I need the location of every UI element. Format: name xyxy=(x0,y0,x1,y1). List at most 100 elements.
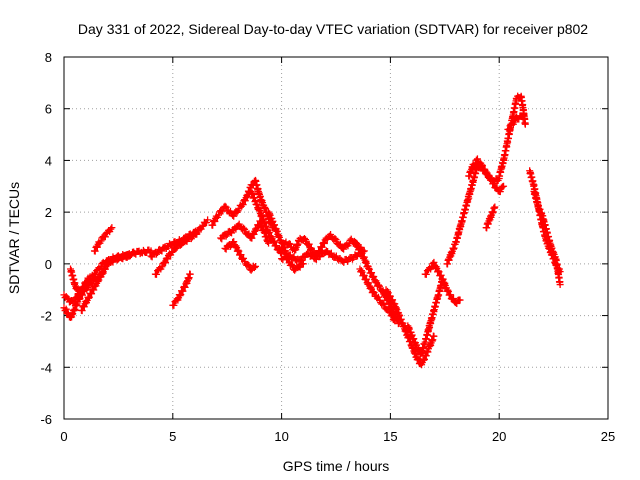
data-point xyxy=(556,281,564,289)
data-point xyxy=(297,256,305,264)
data-point xyxy=(447,291,455,299)
x-tick-label: 0 xyxy=(60,429,67,444)
data-point xyxy=(179,237,187,245)
data-point xyxy=(369,288,377,296)
data-point xyxy=(63,294,71,302)
data-point xyxy=(487,175,495,183)
data-point xyxy=(340,245,348,253)
y-tick-label: 2 xyxy=(45,205,52,220)
y-tick-label: -6 xyxy=(40,412,52,427)
data-point xyxy=(84,283,92,291)
data-point xyxy=(211,217,219,225)
data-point xyxy=(237,251,245,259)
data-point xyxy=(496,188,504,196)
data-point xyxy=(413,341,421,349)
y-axis-label: SDTVAR / TECUs xyxy=(6,182,22,294)
data-point xyxy=(353,241,361,249)
data-point xyxy=(194,227,202,235)
data-point xyxy=(383,287,391,295)
data-point xyxy=(93,243,101,251)
y-tick-label: 6 xyxy=(45,102,52,117)
series-s14 xyxy=(278,231,368,260)
data-point xyxy=(390,315,398,323)
data-point xyxy=(230,238,238,246)
data-point xyxy=(434,267,442,275)
data-point xyxy=(478,161,486,169)
data-point xyxy=(181,283,189,291)
data-point xyxy=(94,278,102,286)
data-point xyxy=(360,272,368,280)
data-point xyxy=(270,237,278,245)
data-point xyxy=(300,234,308,242)
data-point xyxy=(380,300,388,308)
data-point xyxy=(327,249,335,257)
data-point xyxy=(483,169,491,177)
data-point xyxy=(389,312,397,320)
data-point xyxy=(250,264,258,272)
series-s22 xyxy=(465,155,508,196)
data-point xyxy=(248,234,256,242)
data-point xyxy=(316,253,324,261)
data-point xyxy=(374,281,382,289)
data-point xyxy=(78,307,86,315)
data-point xyxy=(85,293,93,301)
data-point xyxy=(250,230,258,238)
data-point xyxy=(170,301,178,309)
series-s8 xyxy=(169,270,194,309)
series-s12 xyxy=(247,187,286,258)
x-tick-label: 15 xyxy=(383,429,397,444)
data-point xyxy=(234,246,242,254)
data-point xyxy=(222,203,230,211)
data-point xyxy=(251,262,259,270)
data-point xyxy=(510,118,518,126)
data-point xyxy=(356,246,364,254)
series-s10 xyxy=(217,217,273,247)
data-point xyxy=(420,355,428,363)
data-point xyxy=(164,255,172,263)
data-point xyxy=(287,260,295,268)
data-point xyxy=(214,211,222,219)
data-point xyxy=(85,294,93,302)
data-point xyxy=(221,202,229,210)
series-s24 xyxy=(495,92,529,180)
data-point xyxy=(86,273,94,281)
data-point xyxy=(209,221,217,229)
data-point xyxy=(148,253,156,261)
data-point xyxy=(239,201,247,209)
data-point xyxy=(76,295,84,303)
series-s25 xyxy=(504,112,527,134)
data-point xyxy=(97,273,105,281)
data-point xyxy=(101,233,109,241)
data-point xyxy=(358,249,366,257)
data-point xyxy=(384,305,392,313)
data-point xyxy=(296,263,304,271)
data-point xyxy=(389,296,397,304)
data-point xyxy=(244,260,252,268)
series-s17 xyxy=(356,265,399,325)
data-point xyxy=(519,115,527,123)
data-point xyxy=(414,355,422,363)
data-point xyxy=(332,236,340,244)
data-point xyxy=(320,239,328,247)
data-point xyxy=(80,303,88,311)
data-point xyxy=(162,259,170,267)
data-point xyxy=(473,155,481,163)
data-point xyxy=(108,224,116,232)
data-point xyxy=(183,235,191,243)
plot-frame xyxy=(63,56,609,420)
data-point xyxy=(241,197,249,205)
data-point xyxy=(422,270,430,278)
data-points xyxy=(60,92,564,369)
axis-ticks: 0 5 10 15 20 25 -6 -4 -2 0 2 4 6 8 xyxy=(40,50,615,444)
data-point xyxy=(288,261,296,269)
data-point xyxy=(388,311,396,319)
series-s11 xyxy=(221,238,259,274)
data-point xyxy=(152,250,160,258)
data-point xyxy=(444,286,452,294)
data-point xyxy=(456,296,464,304)
data-point xyxy=(158,263,166,271)
data-point xyxy=(357,267,365,275)
data-point xyxy=(430,332,438,340)
data-point xyxy=(437,271,445,279)
